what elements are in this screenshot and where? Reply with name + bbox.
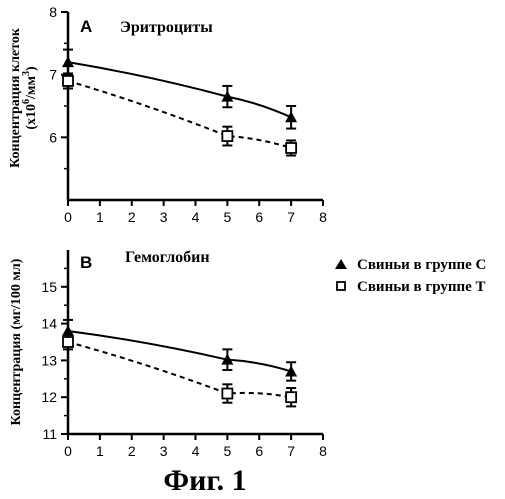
x-tick-label: 3 [160,209,168,225]
legend-label-group-c: Свиньи в группе С [357,257,486,273]
x-tick-label: 3 [160,443,168,459]
data-point-triangle [62,56,74,67]
y-axis-unit: (x106/мм3) [21,66,39,130]
y-axis-label: Концентрация клеток [8,27,23,168]
data-point-square [286,143,296,153]
x-tick-label: 2 [128,443,136,459]
series-line-group-c [68,62,291,117]
legend: Свиньи в группе С Свиньи в группе Т [335,257,486,295]
y-tick-label: 14 [41,316,57,332]
x-tick-label: 0 [64,443,72,459]
x-tick-label: 8 [319,209,327,225]
y-tick-label: 12 [41,389,57,405]
x-tick-label: 0 [64,209,72,225]
x-tick-label: 4 [192,209,200,225]
y-tick-label: 15 [41,279,57,295]
data-point-square [63,76,73,86]
chart-panel-b: 0123456781112131415BГемоглобинКонцентрац… [9,249,327,459]
x-tick-label: 4 [192,443,200,459]
y-axis-unit-part: /мм [24,76,39,100]
y-axis-label: Концентрация (мг/100 мл) [9,258,24,425]
x-tick-label: 5 [223,209,231,225]
y-tick-label: 13 [41,352,57,368]
legend-square-marker [337,282,345,290]
x-tick-label: 1 [96,443,104,459]
y-tick-label: 8 [49,4,57,20]
y-tick-label: 6 [49,129,57,145]
x-tick-label: 2 [128,209,136,225]
legend-label-group-t: Свиньи в группе Т [357,279,486,295]
data-point-triangle [285,111,297,122]
panel-letter: A [80,17,92,36]
panel-title: Гемоглобин [125,249,210,266]
data-point-square [222,131,232,141]
y-tick-label: 11 [42,426,57,442]
series-line-group-c [68,331,291,371]
data-point-square [286,392,296,402]
x-tick-label: 7 [287,209,295,225]
data-point-square [222,389,232,399]
x-tick-label: 7 [287,443,295,459]
chart-panel-a: 0 1 2 3 4 5 6 7 8 6 7 8 A Эритроциты Концентрация клет… [8,4,327,225]
x-tick-label: 6 [255,209,263,225]
x-tick-label: 5 [223,443,231,459]
y-tick-label: 7 [49,67,57,83]
figure-caption: Фиг. 1 [163,464,246,497]
legend-triangle-marker [335,259,347,269]
y-axis-unit-part: ) [24,66,39,71]
series-line-group-t [68,81,291,148]
data-point-square [63,337,73,347]
x-tick-label: 8 [319,443,327,459]
panel-letter: B [80,253,92,272]
x-tick-label: 6 [255,443,263,459]
panel-title: Эритроциты [120,19,213,36]
x-tick-label: 1 [96,209,104,225]
y-axis-unit-part: (x10 [24,104,39,130]
